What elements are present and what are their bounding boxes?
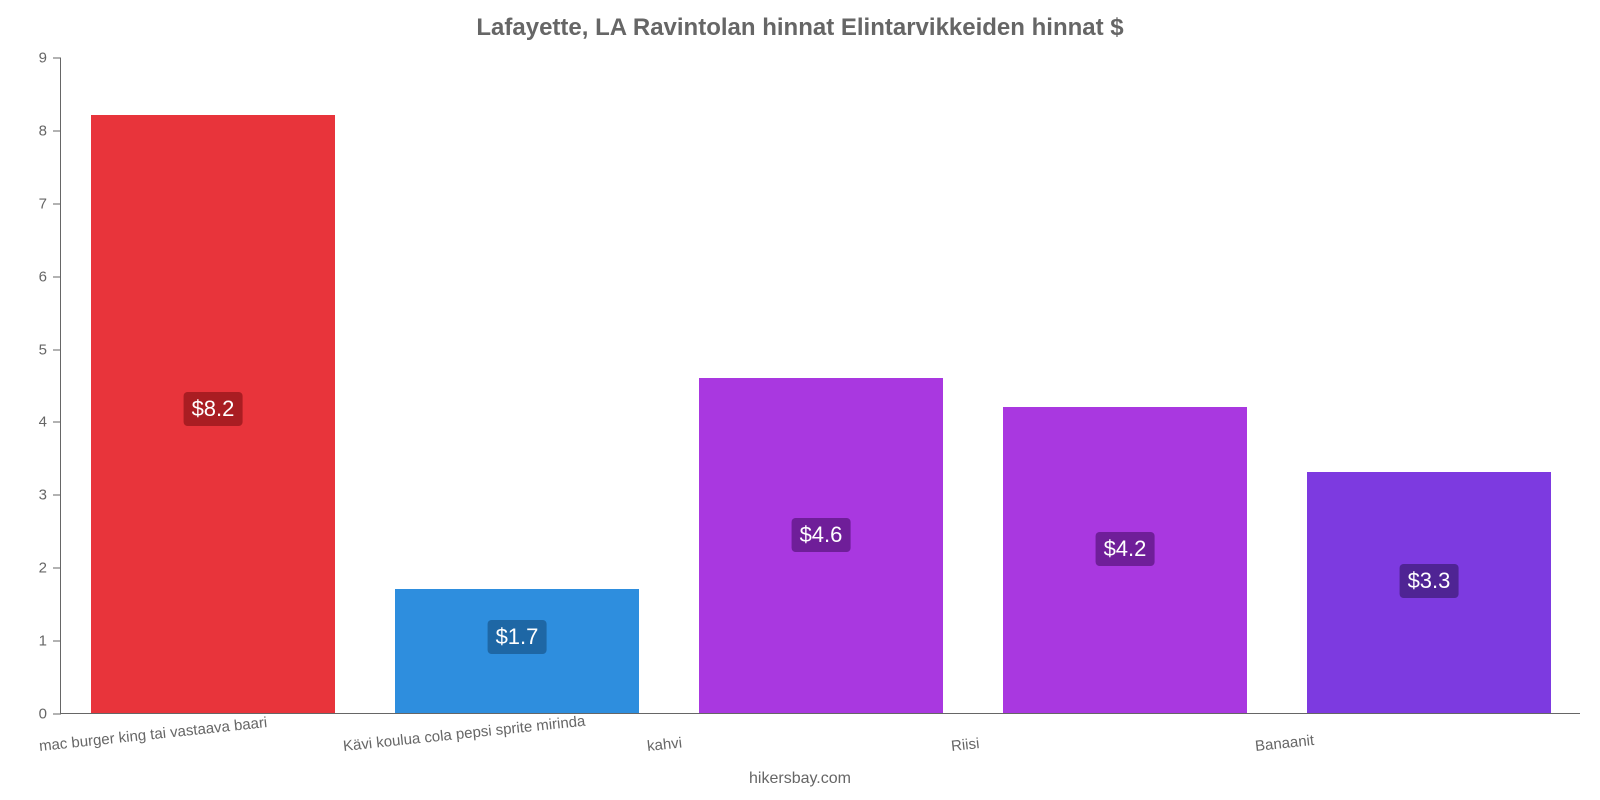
ytick: 4 [27, 414, 61, 431]
bar: $4.6 [699, 378, 942, 713]
bar: $1.7 [395, 589, 638, 713]
value-badge: $4.6 [792, 518, 851, 552]
ytick-label: 1 [27, 633, 47, 650]
category-label: mac burger king tai vastaava baari [38, 714, 268, 755]
ytick-label: 9 [27, 50, 47, 67]
ytick: 0 [27, 706, 61, 723]
ytick-mark [53, 130, 61, 131]
bar: $4.2 [1003, 407, 1246, 713]
ytick: 6 [27, 268, 61, 285]
ytick-mark [53, 276, 61, 277]
ytick: 7 [27, 195, 61, 212]
ytick: 5 [27, 341, 61, 358]
value-badge: $4.2 [1096, 532, 1155, 566]
category-label: Kävi koulua cola pepsi sprite mirinda [342, 713, 586, 755]
ytick-label: 0 [27, 706, 47, 723]
value-badge: $8.2 [184, 392, 243, 426]
bar: $8.2 [91, 115, 334, 713]
ytick-label: 6 [27, 268, 47, 285]
ytick-mark [53, 495, 61, 496]
ytick: 2 [27, 560, 61, 577]
ytick-label: 2 [27, 560, 47, 577]
ytick: 9 [27, 50, 61, 67]
value-badge: $3.3 [1400, 564, 1459, 598]
ytick-label: 7 [27, 195, 47, 212]
ytick-mark [53, 714, 61, 715]
ytick-label: 4 [27, 414, 47, 431]
ytick-mark [53, 568, 61, 569]
bar: $3.3 [1307, 472, 1550, 713]
ytick: 8 [27, 122, 61, 139]
plot-area: 0123456789 $8.2$1.7$4.6$4.2$3.3 [60, 58, 1580, 714]
ytick-label: 8 [27, 122, 47, 139]
ytick-label: 5 [27, 341, 47, 358]
value-badge: $1.7 [488, 620, 547, 654]
ytick-mark [53, 641, 61, 642]
ytick-mark [53, 58, 61, 59]
ytick-label: 3 [27, 487, 47, 504]
ytick-mark [53, 349, 61, 350]
ytick: 3 [27, 487, 61, 504]
category-label: kahvi [646, 734, 683, 755]
attribution: hikersbay.com [749, 770, 851, 788]
ytick-mark [53, 203, 61, 204]
chart-title: Lafayette, LA Ravintolan hinnat Elintarv… [476, 14, 1123, 42]
category-label: Riisi [950, 735, 980, 755]
ytick-mark [53, 422, 61, 423]
ytick: 1 [27, 633, 61, 650]
category-label: Banaanit [1254, 732, 1315, 755]
